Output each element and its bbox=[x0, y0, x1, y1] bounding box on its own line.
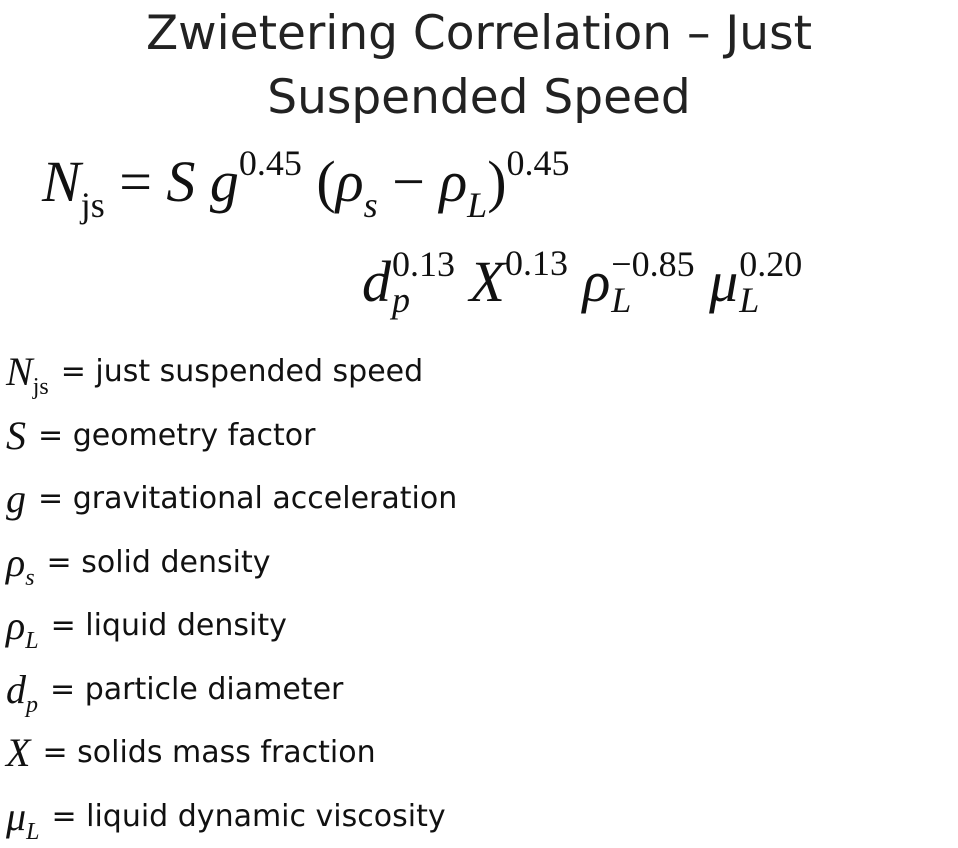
formula-rho-s: ρ bbox=[336, 149, 364, 214]
legend-description: = geometry factor bbox=[38, 418, 316, 453]
legend-text: just suspended speed bbox=[95, 354, 423, 389]
legend-symbol-base: S bbox=[6, 413, 26, 458]
formula-line-1: Njs = S g0.45 (ρs − ρL)0.45 bbox=[42, 148, 570, 215]
title-line-1: Zwietering Correlation – Just bbox=[0, 2, 958, 66]
legend-equals: = bbox=[51, 799, 76, 834]
legend-item: g = gravitational acceleration bbox=[6, 467, 457, 531]
legend-symbol-base: N bbox=[6, 349, 33, 394]
legend-item: ρs = solid density bbox=[6, 531, 457, 595]
legend-text: liquid dynamic viscosity bbox=[86, 799, 445, 834]
formula-n-sub: js bbox=[81, 185, 105, 225]
legend-text: liquid density bbox=[85, 608, 287, 643]
formula-rho-l-sub: L bbox=[467, 185, 487, 225]
legend-symbol-sub: s bbox=[25, 565, 34, 591]
formula-g: g bbox=[210, 149, 239, 214]
formula-mu-exp: 0.20 bbox=[739, 246, 802, 282]
legend-text: particle diameter bbox=[85, 672, 344, 707]
formula-mu-sub: L bbox=[739, 282, 802, 318]
legend-text: solid density bbox=[81, 545, 270, 580]
formula-paren-close: ) bbox=[487, 149, 506, 214]
legend-description: = particle diameter bbox=[50, 672, 343, 707]
formula-x: X bbox=[470, 249, 505, 314]
legend-symbol: g bbox=[6, 475, 26, 522]
legend-equals: = bbox=[42, 735, 67, 770]
formula-g-exp: 0.45 bbox=[239, 143, 302, 183]
formula-rho-l2-exp: −0.85 bbox=[611, 246, 694, 282]
legend-symbol-base: ρ bbox=[6, 540, 25, 585]
legend-symbol: ρL bbox=[6, 602, 39, 649]
legend-item: ρL = liquid density bbox=[6, 594, 457, 658]
legend-description: = liquid dynamic viscosity bbox=[51, 799, 445, 834]
formula-paren-open: ( bbox=[316, 149, 335, 214]
legend-symbol: X bbox=[6, 729, 30, 776]
legend-text: gravitational acceleration bbox=[73, 481, 458, 516]
formula-equals: = bbox=[119, 149, 152, 214]
formula-paren-exp: 0.45 bbox=[507, 143, 570, 183]
formula-minus: − bbox=[392, 149, 425, 214]
legend-text: geometry factor bbox=[73, 418, 316, 453]
formula-d-exp: 0.13 bbox=[392, 246, 455, 282]
formula-mu: μ bbox=[709, 249, 738, 314]
formula-d-sub: p bbox=[392, 282, 455, 318]
legend-symbol-base: ρ bbox=[6, 603, 25, 648]
legend-item: S = geometry factor bbox=[6, 404, 457, 468]
legend-equals: = bbox=[50, 672, 75, 707]
formula-rho-s-sub: s bbox=[364, 185, 378, 225]
formula-d: d bbox=[362, 249, 391, 314]
legend-equals: = bbox=[61, 354, 86, 389]
page-title: Zwietering Correlation – Just Suspended … bbox=[0, 2, 958, 130]
legend-symbol: μL bbox=[6, 793, 39, 840]
title-line-2: Suspended Speed bbox=[0, 66, 958, 130]
legend-symbol-base: μ bbox=[6, 794, 26, 839]
legend-equals: = bbox=[51, 608, 76, 643]
formula-n: N bbox=[42, 149, 81, 214]
legend-symbol-base: g bbox=[6, 476, 26, 521]
legend-description: = solids mass fraction bbox=[42, 735, 375, 770]
legend-item: Njs = just suspended speed bbox=[6, 340, 457, 404]
legend-description: = gravitational acceleration bbox=[38, 481, 457, 516]
formula-s: S bbox=[166, 149, 195, 214]
legend-description: = liquid density bbox=[51, 608, 287, 643]
legend-description: = just suspended speed bbox=[61, 354, 423, 389]
legend-symbol: dp bbox=[6, 666, 38, 713]
legend-equals: = bbox=[38, 481, 63, 516]
legend-symbol-base: d bbox=[6, 667, 26, 712]
formula-rho-l: ρ bbox=[439, 149, 467, 214]
legend-symbol-sub: p bbox=[26, 692, 38, 718]
legend-symbol-sub: L bbox=[25, 628, 38, 654]
legend-symbol-base: X bbox=[6, 730, 30, 775]
legend-symbol-sub: js bbox=[33, 374, 49, 400]
legend-item: X = solids mass fraction bbox=[6, 721, 457, 785]
legend-equals: = bbox=[38, 418, 63, 453]
legend-symbol: S bbox=[6, 412, 26, 459]
formula-x-exp: 0.13 bbox=[505, 243, 568, 283]
variable-legend: Njs = just suspended speed S = geometry fac… bbox=[6, 340, 457, 848]
legend-equals: = bbox=[47, 545, 72, 580]
legend-description: = solid density bbox=[47, 545, 271, 580]
legend-symbol: ρs bbox=[6, 539, 35, 586]
legend-text: solids mass fraction bbox=[77, 735, 376, 770]
legend-item: μL = liquid dynamic viscosity bbox=[6, 785, 457, 848]
legend-symbol: Njs bbox=[6, 348, 49, 395]
formula-rho-l2-sub: L bbox=[611, 282, 694, 318]
formula-rho-l2: ρ bbox=[582, 249, 610, 314]
legend-item: dp = particle diameter bbox=[6, 658, 457, 722]
